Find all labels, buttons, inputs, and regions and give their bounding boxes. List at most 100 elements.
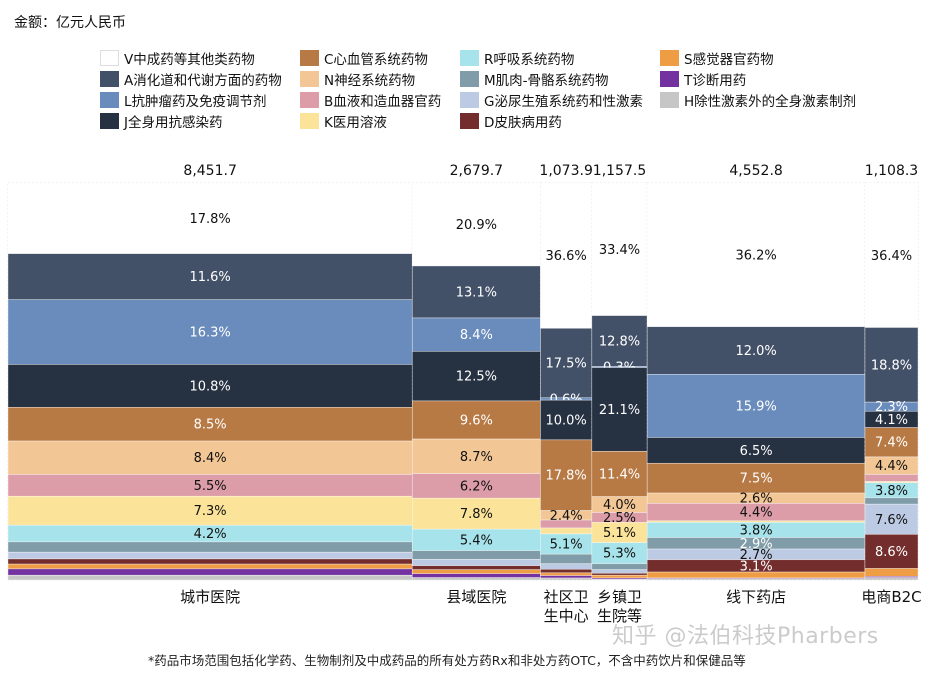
legend-swatch xyxy=(460,71,479,87)
legend-item-C: C心血管系统药物 xyxy=(300,48,428,68)
legend-swatch xyxy=(100,113,119,129)
column-total-label: 4,552.8 xyxy=(729,163,782,179)
legend-item-G: G泌尿生殖系统药和性激素 xyxy=(460,90,643,110)
segment-label: 2.7% xyxy=(740,548,773,563)
segment-V xyxy=(591,182,648,316)
segment-label: 16.3% xyxy=(189,326,230,341)
footnote: *药品市场范围包括化学药、生物制剂及中成药品的所有处方药Rx和非处方药OTC，不… xyxy=(148,653,746,668)
legend-label: J全身用抗感染药 xyxy=(124,115,223,131)
segment-label: 20.9% xyxy=(456,218,497,233)
segment-label: 4.4% xyxy=(875,459,908,474)
legend-swatch xyxy=(100,71,119,87)
segment-label: 7.5% xyxy=(740,472,773,487)
segment-label: 36.2% xyxy=(735,248,776,263)
segment-label: 33.4% xyxy=(599,243,640,258)
segment-label: 10.8% xyxy=(189,379,230,394)
category-label: 生中心 xyxy=(544,607,589,625)
segment-H xyxy=(591,578,648,581)
segment-label: 11.4% xyxy=(599,468,640,483)
segment-T xyxy=(540,575,593,579)
segment-S xyxy=(540,572,593,576)
segment-C xyxy=(411,400,541,440)
legend-swatch xyxy=(300,113,319,129)
segment-label: 36.6% xyxy=(545,249,586,264)
segment-A xyxy=(646,326,866,375)
segment-V xyxy=(7,182,413,254)
segment-label: 5.1% xyxy=(603,526,636,541)
segment-S xyxy=(646,571,866,579)
segment-label: 6.5% xyxy=(740,444,773,459)
legend-item-A: A消化道和代谢方面的药物 xyxy=(100,69,282,89)
legend-label: N神经系统药物 xyxy=(324,73,416,89)
legend-item-H: H除性激素外的全身激素制剂 xyxy=(660,90,856,110)
segment-V xyxy=(864,182,919,328)
unit-label: 金额：亿元人民币 xyxy=(14,15,126,31)
segment-label: 36.4% xyxy=(871,249,912,264)
segment-label: 15.9% xyxy=(735,399,776,414)
segment-C xyxy=(591,451,648,497)
legend-item-J: J全身用抗感染药 xyxy=(100,111,222,131)
legend-label: V中成药等其他类药物 xyxy=(124,52,255,68)
segment-S xyxy=(591,574,648,579)
column-total-label: 1,073.9 xyxy=(539,163,592,179)
legend-item-B: B血液和造血器官药 xyxy=(300,90,441,110)
segment-M xyxy=(540,553,593,565)
legend-label: K医用溶液 xyxy=(324,115,387,131)
segment-B xyxy=(864,474,919,482)
legend-item-R: R呼吸系统药物 xyxy=(460,48,574,68)
category-label: 线下药店 xyxy=(726,588,786,606)
segment-V xyxy=(540,182,593,329)
legend-label: B血液和造血器官药 xyxy=(324,94,442,110)
segment-B xyxy=(540,519,593,529)
segment-H xyxy=(646,578,866,581)
segment-label: 5.3% xyxy=(603,547,636,562)
segment-label: 8.5% xyxy=(194,418,227,433)
legend-label: L抗肿瘤药及免疫调节剂 xyxy=(124,94,267,110)
legend-item-S: S感觉器官药物 xyxy=(660,48,774,68)
legend-item-V: V中成药等其他类药物 xyxy=(100,48,255,68)
legend-item-L: L抗肿瘤药及免疫调节剂 xyxy=(100,90,267,110)
segment-label: 3.8% xyxy=(875,484,908,499)
watermark-text: 知乎 @法伯科技Pharbers xyxy=(612,624,879,649)
category-label: 生院等 xyxy=(597,607,642,625)
segment-L xyxy=(7,299,413,365)
segment-G xyxy=(7,551,413,560)
category-label: 电商B2C xyxy=(861,588,921,606)
segment-label: 8.6% xyxy=(875,545,908,560)
segment-S xyxy=(864,568,919,577)
segment-label: 8.4% xyxy=(194,451,227,466)
legend-swatch xyxy=(660,50,679,66)
segment-S xyxy=(411,569,541,574)
segment-N xyxy=(411,438,541,474)
segment-N xyxy=(7,440,413,475)
segment-label: 3.8% xyxy=(740,523,773,538)
segment-label: 8.7% xyxy=(460,450,493,465)
legend-label: T诊断用药 xyxy=(684,73,747,89)
segment-G xyxy=(591,569,648,574)
segment-T xyxy=(411,573,541,578)
segment-label: 11.6% xyxy=(189,270,230,285)
segment-label: 4.0% xyxy=(603,498,636,513)
segment-H xyxy=(540,577,593,581)
legend-item-K: K医用溶液 xyxy=(300,111,387,131)
segment-A xyxy=(7,253,413,301)
segment-H xyxy=(864,577,919,581)
legend-swatch xyxy=(460,92,479,108)
segment-J xyxy=(591,367,648,452)
segment-K xyxy=(7,495,413,526)
segment-G xyxy=(411,559,541,567)
segment-label: 13.1% xyxy=(456,285,497,300)
legend-label: D皮肤病用药 xyxy=(484,115,562,131)
segment-G xyxy=(540,563,593,570)
segment-C xyxy=(646,462,866,494)
segment-A xyxy=(591,315,648,367)
legend-swatch xyxy=(460,50,479,66)
legend-label: H除性激素外的全身激素制剂 xyxy=(684,94,857,110)
segment-label: 12.5% xyxy=(456,370,497,385)
segment-label: 2.6% xyxy=(740,492,773,507)
segment-C xyxy=(7,407,413,442)
segment-label: 4.2% xyxy=(194,527,227,542)
legend-swatch xyxy=(100,92,119,108)
category-label: 县域医院 xyxy=(446,588,506,606)
